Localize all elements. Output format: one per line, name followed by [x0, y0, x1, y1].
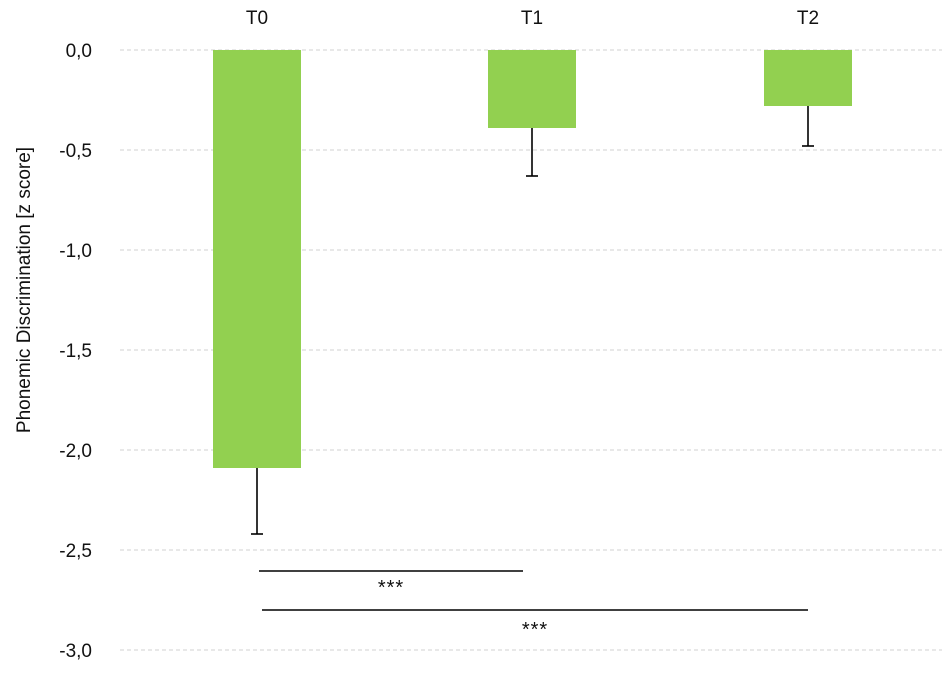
significance-label: *** — [522, 619, 548, 641]
significance-layer: *** *** — [259, 570, 808, 641]
bars-layer — [213, 50, 852, 468]
y-axis-title: Phonemic Discrimination [z score] — [14, 147, 35, 433]
error-bars-layer — [251, 106, 814, 535]
y-tick-label: -0,5 — [59, 141, 92, 162]
category-label-t1: T1 — [521, 8, 543, 29]
y-tick-label: -2,0 — [59, 441, 92, 462]
y-tick-label: 0,0 — [66, 41, 92, 62]
category-label-t2: T2 — [797, 8, 819, 29]
bar-t2 — [764, 50, 852, 106]
bar-t1 — [488, 50, 576, 128]
y-tick-label: -3,0 — [59, 641, 92, 662]
bar-t0 — [213, 50, 301, 468]
y-tick-label: -2,5 — [59, 541, 92, 562]
y-tick-label: -1,0 — [59, 241, 92, 262]
category-labels: T0 T1 T2 — [246, 8, 819, 29]
category-label-t0: T0 — [246, 8, 268, 29]
significance-label: *** — [378, 577, 404, 599]
y-tick-label: -1,5 — [59, 341, 92, 362]
y-tick-labels: 0,0 -0,5 -1,0 -1,5 -2,0 -2,5 -3,0 — [59, 41, 92, 662]
